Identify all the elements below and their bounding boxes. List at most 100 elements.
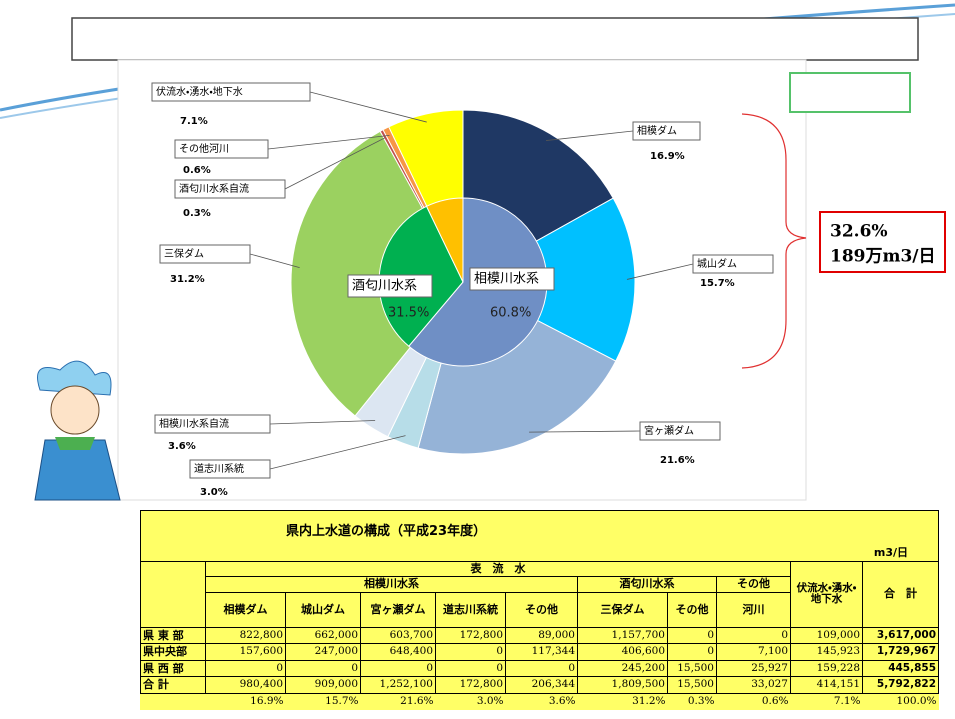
share-cell: 3.6%: [506, 693, 578, 710]
slice-label: 相模川水系自流: [159, 417, 229, 430]
mascot: [35, 361, 120, 500]
table-cell: 33,027: [717, 677, 791, 694]
table-row: 県 東 部822,800662,000603,700172,80089,0001…: [141, 627, 939, 644]
table-cell: 909,000: [286, 677, 361, 694]
table-unit: m3/日: [874, 547, 908, 559]
column-header: 宮ヶ瀬ダム: [361, 592, 436, 627]
header-bar: [72, 18, 918, 60]
column-header: 合 計: [863, 561, 939, 627]
table-row: 表 流 水伏流水・湧水・地下水合 計: [141, 561, 939, 577]
share-cell: 0.6%: [717, 693, 791, 710]
table-cell: 3,617,000: [863, 627, 939, 644]
slice-label: 相模ダム: [637, 124, 677, 137]
table-cell: 1,729,967: [863, 644, 939, 661]
slice-label: 酒匂川水系: [352, 279, 417, 294]
slice-label: 城山ダム: [697, 257, 737, 270]
value-label: 0.6%: [183, 165, 211, 176]
slide: 32.6% 189万m3/日 相模ダム16.9%城山ダム15.7%宮ヶ瀬ダム21…: [0, 0, 955, 719]
row-header: 県 西 部: [141, 660, 206, 677]
value-label: 3.6%: [168, 441, 196, 452]
table-cell: 7,100: [717, 644, 791, 661]
table-cell: 662,000: [286, 627, 361, 644]
column-header: 三保ダム: [578, 592, 668, 627]
table-cell: 247,000: [286, 644, 361, 661]
table-cell: 0: [436, 644, 506, 661]
callout-text: 189万m3/日: [830, 247, 936, 267]
value-label: 31.5%: [388, 306, 429, 321]
column-header: 伏流水・湧水・地下水: [791, 561, 863, 627]
table-cell: 0: [668, 627, 717, 644]
share-cell: 31.2%: [578, 693, 668, 710]
value-label: 60.8%: [490, 306, 531, 321]
slice-label: 宮ヶ瀬ダム: [644, 424, 694, 437]
column-header: 河川: [717, 592, 791, 627]
table-cell: 0: [506, 660, 578, 677]
share-cell: 7.1%: [791, 693, 863, 710]
data-table: 県内上水道の構成（平成23年度）m3/日表 流 水伏流水・湧水・地下水合 計相模…: [140, 510, 939, 710]
slice-label: 伏流水・湧水・地下水: [156, 85, 243, 98]
table-cell: 0: [668, 644, 717, 661]
value-label: 7.1%: [180, 116, 208, 127]
table-cell: 414,151: [791, 677, 863, 694]
green-box: [790, 73, 910, 112]
blank-cell: [141, 693, 206, 710]
value-label: 3.0%: [200, 487, 228, 498]
subgroup-header: 酒匂川水系: [578, 577, 717, 593]
share-cell: 15.7%: [286, 693, 361, 710]
share-cell: 16.9%: [206, 693, 286, 710]
column-header: 相模ダム: [206, 592, 286, 627]
table-cell: 15,500: [668, 660, 717, 677]
slice-label: 相模川水系: [474, 272, 539, 287]
group-header: 表 流 水: [206, 561, 791, 577]
value-label: 31.2%: [170, 274, 205, 285]
slice-label: その他河川: [179, 142, 229, 155]
table-title-cell: 県内上水道の構成（平成23年度） m3/日: [141, 511, 939, 562]
row-header: 県 東 部: [141, 627, 206, 644]
table-cell: 159,228: [791, 660, 863, 677]
table-cell: 145,923: [791, 644, 863, 661]
table-cell: 89,000: [506, 627, 578, 644]
table-cell: 109,000: [791, 627, 863, 644]
column-header: その他: [668, 592, 717, 627]
table-cell: 157,600: [206, 644, 286, 661]
table-cell: 0: [361, 660, 436, 677]
table-title: 県内上水道の構成（平成23年度）: [286, 525, 486, 539]
share-cell: 0.3%: [668, 693, 717, 710]
table-cell: 0: [206, 660, 286, 677]
table-cell: 1,157,700: [578, 627, 668, 644]
table-cell: 1,252,100: [361, 677, 436, 694]
table-cell: 206,344: [506, 677, 578, 694]
value-label: 21.6%: [660, 455, 695, 466]
column-header: 城山ダム: [286, 592, 361, 627]
table-cell: 406,600: [578, 644, 668, 661]
subgroup-header: 相模川水系: [206, 577, 578, 593]
table-cell: 603,700: [361, 627, 436, 644]
table-cell: 445,855: [863, 660, 939, 677]
share-cell: 3.0%: [436, 693, 506, 710]
table-row: 16.9%15.7%21.6%3.0%3.6%31.2%0.3%0.6%7.1%…: [141, 693, 939, 710]
table-cell: 117,344: [506, 644, 578, 661]
table-cell: 172,800: [436, 677, 506, 694]
table-cell: 15,500: [668, 677, 717, 694]
column-header: 道志川系統: [436, 592, 506, 627]
table-cell: 822,800: [206, 627, 286, 644]
slice-label: 道志川系統: [194, 462, 244, 475]
table-cell: 1,809,500: [578, 677, 668, 694]
share-cell: 21.6%: [361, 693, 436, 710]
blank-cell: [141, 561, 206, 627]
table-cell: 0: [286, 660, 361, 677]
slice-label: 三保ダム: [164, 247, 204, 260]
slice-label: 酒匂川水系自流: [179, 182, 249, 195]
table-row: 県内上水道の構成（平成23年度） m3/日: [141, 511, 939, 562]
column-header: その他: [506, 592, 578, 627]
row-header: 県中央部: [141, 644, 206, 661]
value-label: 16.9%: [650, 151, 685, 162]
table-cell: 648,400: [361, 644, 436, 661]
value-label: 0.3%: [183, 208, 211, 219]
row-header: 合 計: [141, 677, 206, 694]
table-cell: 172,800: [436, 627, 506, 644]
share-cell: 100.0%: [863, 693, 939, 710]
table-cell: 25,927: [717, 660, 791, 677]
